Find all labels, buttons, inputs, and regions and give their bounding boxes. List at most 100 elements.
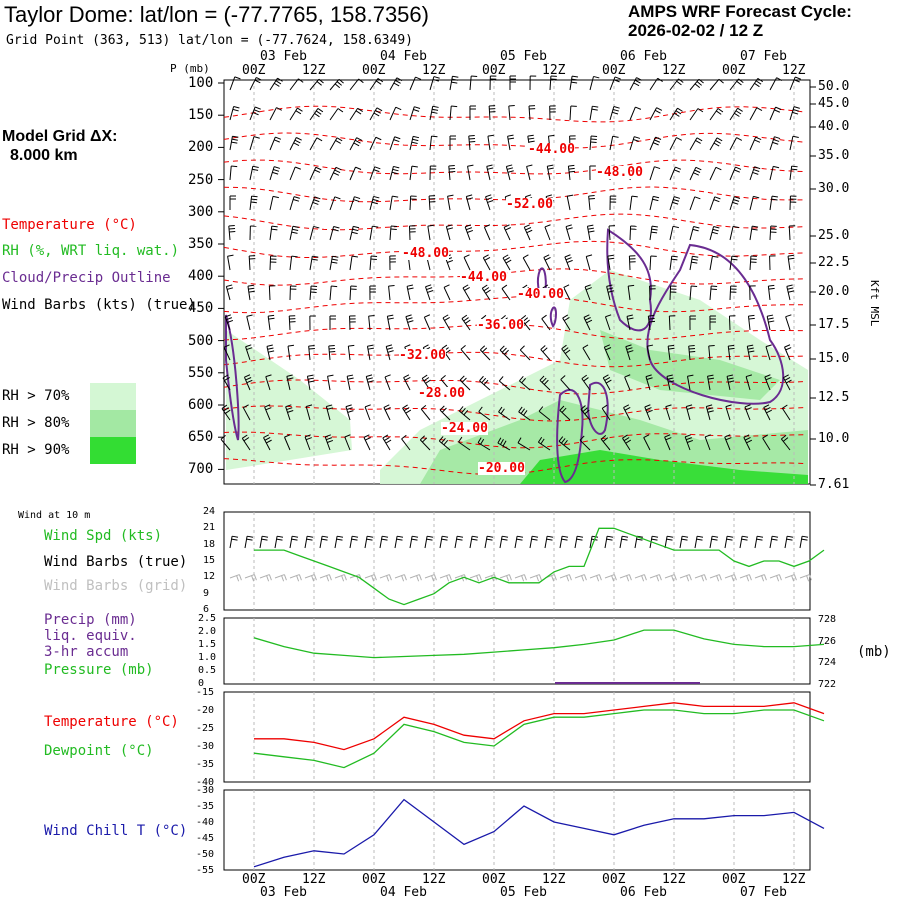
- wind-barb-flag: [645, 407, 652, 411]
- wind-barb-flag: [647, 344, 654, 347]
- pressure-level-label: 650: [188, 429, 214, 446]
- wind-barb-flag: [465, 224, 471, 228]
- wind-barb-flag: [795, 76, 801, 80]
- wind-barb: [220, 438, 231, 451]
- wind-barb-flag: [415, 76, 422, 80]
- surface-wind-barb: [289, 536, 293, 549]
- wind-barb-flag: [651, 228, 658, 231]
- surface-wind-barb-flag: [561, 535, 569, 538]
- cloud-legend: Cloud/Precip Outline: [2, 270, 171, 286]
- time-tick-bottom: 00Z: [362, 872, 386, 887]
- surface-wind-barb: [274, 536, 278, 549]
- wind-barb: [265, 376, 271, 391]
- wind-barb-flag: [482, 347, 488, 353]
- wind-barb: [749, 78, 759, 91]
- wind-barb: [266, 346, 271, 361]
- wind-barb-flag: [295, 166, 301, 170]
- kft-axis-title: Kft MSL: [868, 280, 881, 327]
- grid-dx-value: 8.000 km: [10, 147, 78, 164]
- wind-barb-flag: [225, 409, 231, 414]
- wind-barb-flag: [232, 108, 239, 112]
- surface-grid-barb-flag: [761, 575, 765, 582]
- wind-barb-flag: [407, 320, 414, 323]
- wind-barb-flag: [334, 169, 341, 174]
- wind-barb-flag: [607, 290, 615, 293]
- wind-barb-flag: [607, 287, 614, 290]
- wind-barb: [349, 196, 355, 211]
- wind-barb: [589, 76, 594, 91]
- wind-barbs-true-legend: Wind Barbs (true): [44, 554, 188, 570]
- wind-barb-flag: [612, 108, 619, 112]
- wind-barb-flag: [393, 82, 400, 87]
- surface-wind-barb-flag: [711, 538, 718, 541]
- wind-barb-flag: [355, 166, 362, 170]
- wind-barb-flag: [371, 201, 378, 205]
- wind-barb: [689, 108, 699, 121]
- wind-barb: [445, 226, 451, 241]
- wind-barb: [486, 166, 491, 181]
- wind-barb-flag: [571, 81, 578, 84]
- surface-grid-barb-flag: [583, 574, 587, 581]
- kft-label: 22.5: [818, 255, 850, 270]
- cloud-outline: [549, 306, 557, 328]
- wind-barb-flag: [566, 259, 573, 264]
- surface-grid-barb-flag: [386, 575, 390, 582]
- wind-barb-flag: [673, 199, 680, 202]
- kft-label: 17.5: [818, 317, 850, 332]
- wind-barb: [544, 226, 551, 241]
- wind-barb-flag: [267, 347, 274, 350]
- pressure-axis-title: P (mb): [170, 62, 210, 75]
- wind-barb: [461, 318, 471, 331]
- wind-barb-flag: [734, 169, 740, 173]
- wind-barb: [769, 166, 774, 181]
- wind-barb: [409, 106, 415, 121]
- surface-grid-barb-flag: [778, 574, 782, 581]
- surface-grid-barb-flag: [433, 574, 437, 581]
- wind-barb-flag: [384, 437, 390, 441]
- wind-barb-flag: [366, 377, 373, 380]
- wind-barb-flag: [631, 195, 638, 198]
- wind-barb: [518, 411, 531, 421]
- wind-barb-flag: [392, 168, 399, 172]
- surface-wind-barb-flag: [606, 538, 613, 541]
- wind-barb-flag: [675, 110, 682, 115]
- surface-wind-barb: [679, 536, 683, 549]
- wind-barb: [269, 77, 278, 91]
- wind-barb: [369, 166, 376, 181]
- wind-barb-flag: [461, 314, 468, 319]
- wind-barb-flag: [651, 225, 658, 228]
- wind-barb-flag: [292, 228, 299, 231]
- surface-grid-barb-flag: [418, 574, 422, 581]
- wind-barb-flag: [405, 409, 412, 414]
- wind-barb-flag: [268, 350, 275, 353]
- time-tick-bottom: 12Z: [422, 872, 446, 887]
- date-label-top: 07 Feb: [740, 49, 787, 64]
- temperature-contour-label: -20.00: [478, 461, 525, 476]
- wind-barb-flag: [313, 225, 320, 229]
- wind-barb-flag: [265, 407, 272, 411]
- wind-barb-flag: [654, 166, 661, 170]
- surface-wind-barb-flag: [246, 538, 253, 541]
- wind-barb-flag: [787, 287, 794, 290]
- wind-barb-flag: [774, 109, 781, 113]
- surface-grid-barb-flag: [718, 574, 722, 581]
- wind-barb: [689, 226, 695, 241]
- rh80-swatch: [90, 410, 136, 437]
- wind-barb-flag: [547, 164, 554, 167]
- wind-barb: [608, 225, 611, 241]
- wind-barb-flag: [784, 377, 791, 381]
- wind-barb-flag: [565, 224, 572, 228]
- surface-grid-barb-flag: [688, 574, 692, 581]
- wind-barb: [264, 406, 271, 421]
- surface-grid-barb-flag: [716, 575, 720, 582]
- surface-grid-barb-flag: [551, 575, 555, 582]
- wind-barb-flag: [223, 344, 230, 348]
- wind-barb-flag: [520, 408, 525, 414]
- wind-barb-flag: [483, 254, 489, 259]
- wind-barb-flag: [254, 106, 261, 110]
- wind-barb: [629, 225, 632, 241]
- wind-barb: [329, 256, 333, 271]
- wind-barb-flag: [523, 410, 528, 416]
- wind-barb-flag: [248, 287, 255, 290]
